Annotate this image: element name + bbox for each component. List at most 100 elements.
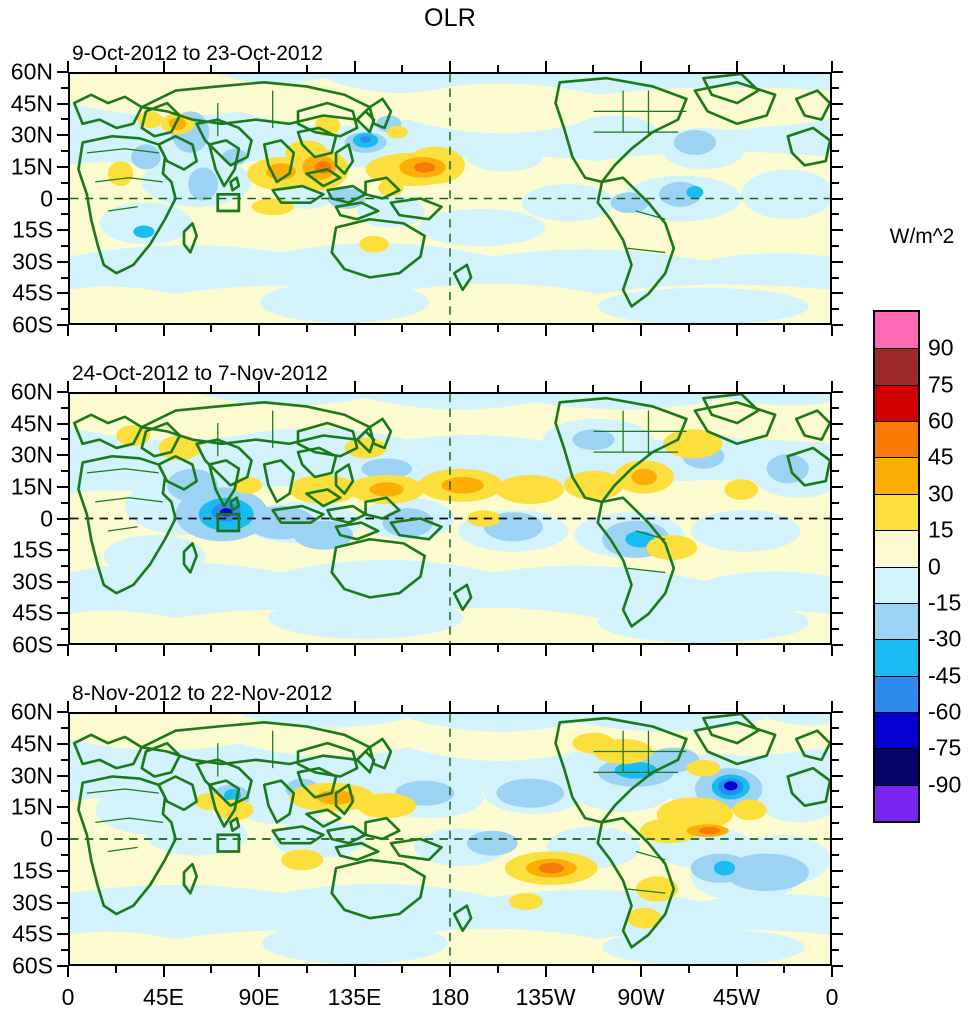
- y-tick-major: [57, 774, 68, 777]
- x-tick-major-top: [640, 61, 642, 72]
- y-tick-minor: [61, 949, 68, 952]
- y-tick-minor-right: [832, 628, 839, 631]
- x-tick-major-top: [162, 381, 165, 392]
- x-tick-minor-top: [496, 705, 499, 712]
- annotation-box: [216, 833, 241, 853]
- y-tick-minor-right: [832, 917, 839, 920]
- y-tick-major-right: [832, 806, 843, 809]
- y-tick-minor: [61, 564, 68, 567]
- colorbar-band: [875, 312, 918, 349]
- y-axis-label: 15N: [10, 473, 53, 500]
- y-axis-label: 0: [40, 185, 53, 211]
- x-tick-major: [735, 966, 738, 977]
- colorbar-separator: [875, 421, 918, 423]
- colorbar-tick-label: -60: [928, 698, 962, 725]
- x-tick-minor: [401, 325, 404, 332]
- x-tick-minor: [210, 325, 213, 332]
- y-axis-label: 15N: [10, 153, 53, 180]
- colorbar-separator: [875, 384, 918, 386]
- y-tick-major: [57, 933, 68, 936]
- colorbar-separator: [875, 457, 918, 459]
- x-tick-minor-top: [210, 65, 213, 72]
- colorbar-separator: [875, 530, 918, 532]
- y-tick-major: [57, 229, 68, 232]
- x-tick-minor: [592, 325, 595, 332]
- x-tick-minor: [114, 325, 117, 332]
- y-axis-label: 45N: [10, 730, 53, 757]
- x-tick-major: [162, 325, 165, 336]
- y-axis-label: 30S: [12, 248, 53, 275]
- y-tick-major: [57, 838, 68, 840]
- y-axis-label: 60N: [10, 698, 53, 725]
- x-tick-major: [640, 966, 642, 977]
- x-tick-minor-top: [210, 705, 213, 712]
- y-tick-major-right: [832, 197, 843, 200]
- y-tick-major-right: [832, 869, 843, 872]
- y-tick-major: [57, 742, 68, 745]
- colorbar-band: [875, 675, 918, 712]
- map-svg-3: [70, 714, 830, 964]
- colorbar-tick-label: 15: [928, 516, 954, 543]
- colorbar-separator: [875, 639, 918, 641]
- y-tick-minor-right: [832, 308, 839, 311]
- x-tick-major: [640, 645, 642, 656]
- colorbar-separator: [875, 493, 918, 495]
- x-tick-minor-top: [401, 385, 404, 392]
- colorbar-tick-label: -15: [928, 589, 962, 616]
- y-tick-major: [57, 134, 68, 137]
- y-tick-minor: [61, 628, 68, 631]
- y-tick-minor: [61, 885, 68, 888]
- y-tick-minor: [61, 181, 68, 184]
- y-tick-minor-right: [832, 86, 839, 89]
- x-tick-minor-top: [114, 65, 117, 72]
- y-tick-minor-right: [832, 564, 839, 567]
- x-tick-major: [162, 966, 165, 977]
- y-axis-label: 15S: [12, 536, 53, 563]
- y-tick-major: [57, 711, 68, 713]
- y-tick-major: [57, 965, 68, 967]
- y-tick-major-right: [832, 134, 843, 137]
- x-tick-minor: [305, 966, 308, 973]
- x-tick-major-top: [640, 701, 642, 712]
- colorbar-separator: [875, 748, 918, 750]
- y-axis-label: 30N: [10, 762, 53, 788]
- x-axis-label: 90E: [238, 984, 280, 1010]
- y-tick-major: [57, 102, 68, 105]
- y-tick-minor-right: [832, 726, 839, 729]
- x-tick-minor: [592, 645, 595, 652]
- x-tick-minor-top: [114, 705, 117, 712]
- y-tick-major-right: [832, 102, 843, 105]
- y-tick-minor-right: [832, 949, 839, 952]
- colorbar-tick-label: 30: [928, 480, 954, 507]
- colorbar-tick-label: 45: [928, 443, 954, 470]
- x-tick-minor: [496, 966, 499, 973]
- y-tick-minor-right: [832, 213, 839, 216]
- x-tick-minor-top: [401, 705, 404, 712]
- colorbar-separator: [875, 675, 918, 677]
- colorbar-tick-label: -30: [928, 625, 962, 652]
- x-tick-major: [67, 645, 69, 656]
- x-tick-major: [67, 966, 69, 977]
- y-tick-major: [57, 391, 68, 393]
- x-tick-minor-top: [305, 65, 308, 72]
- y-tick-minor-right: [832, 470, 839, 473]
- y-tick-minor: [61, 438, 68, 441]
- y-tick-minor: [61, 917, 68, 920]
- x-tick-major: [353, 325, 356, 336]
- y-tick-minor-right: [832, 885, 839, 888]
- annotation-box: [216, 513, 241, 533]
- x-tick-minor: [114, 645, 117, 652]
- y-tick-major: [57, 485, 68, 488]
- colorbar-band: [875, 748, 918, 785]
- y-tick-minor-right: [832, 276, 839, 279]
- x-tick-minor: [783, 645, 786, 652]
- x-tick-major-top: [258, 61, 260, 72]
- map-svg-1: [70, 74, 830, 323]
- y-tick-minor-right: [832, 822, 839, 825]
- x-tick-minor-top: [496, 385, 499, 392]
- y-tick-minor: [61, 726, 68, 729]
- y-tick-minor: [61, 790, 68, 793]
- y-tick-minor: [61, 276, 68, 279]
- x-tick-major-top: [162, 701, 165, 712]
- y-axis-label: 60N: [10, 58, 53, 85]
